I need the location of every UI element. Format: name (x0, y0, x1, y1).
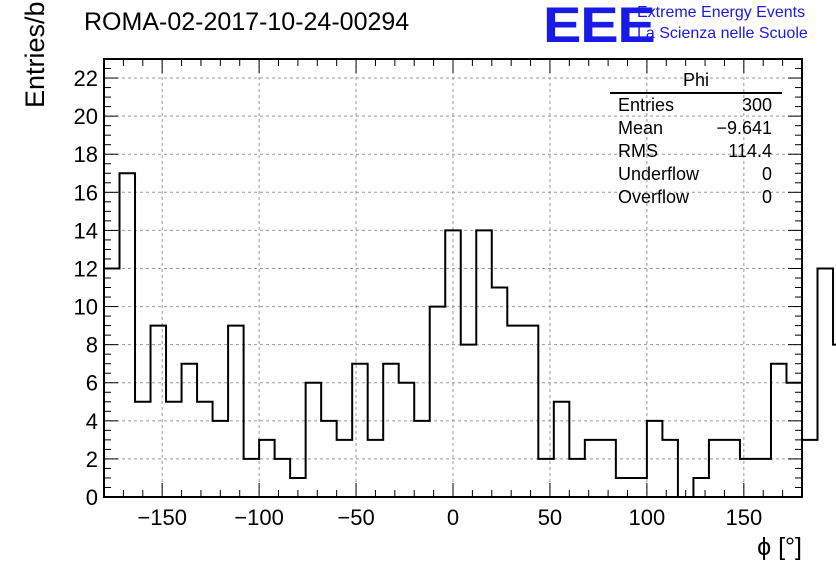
stats-row: Entries 300 (610, 94, 782, 117)
y-tick-label: 20 (74, 104, 98, 129)
stats-title: Phi (610, 70, 782, 94)
stats-value: 0 (761, 187, 772, 207)
y-tick-label: 0 (86, 485, 98, 510)
histogram-bin (507, 326, 523, 497)
y-tick-label: 22 (74, 66, 98, 91)
x-tick-label: −150 (137, 505, 187, 530)
histogram-bin (771, 364, 787, 497)
histogram-outline (104, 172, 836, 498)
stats-row: Underflow 0 (610, 163, 782, 186)
histogram-bin (538, 459, 554, 497)
histogram-bin (631, 478, 647, 497)
logo-line2: La Scienza nelle Scuole (637, 25, 808, 42)
logo-line1: Extreme Energy Events (637, 4, 806, 21)
stats-value: 0 (761, 164, 772, 184)
histogram-bin (151, 326, 167, 497)
histogram-bin (569, 459, 585, 497)
stats-label: RMS (618, 141, 658, 161)
x-axis-label: ϕ [°] (757, 533, 802, 561)
stats-label: Entries (618, 95, 675, 115)
histogram-bin (306, 383, 322, 497)
histogram-bin (259, 440, 275, 497)
y-tick-label: 10 (74, 295, 98, 320)
histogram-bin (197, 402, 213, 497)
stats-label: Mean (618, 118, 664, 138)
histogram-bin (662, 440, 678, 497)
stats-value: 300 (741, 95, 772, 115)
stats-label: Overflow (618, 187, 690, 207)
histogram-bin (693, 478, 709, 497)
histogram-bin (430, 307, 446, 497)
stats-row: Overflow 0 (610, 186, 782, 209)
stats-row: RMS 114.4 (610, 140, 782, 163)
histogram-bin (523, 326, 539, 497)
stats-label: Underflow (618, 164, 700, 184)
y-tick-label: 4 (86, 409, 98, 434)
histogram-bin (600, 440, 616, 497)
histogram-bin (383, 364, 399, 497)
y-axis-label: Entries/bin (20, 0, 50, 108)
histogram-bin (616, 478, 632, 497)
y-tick-label: 8 (86, 333, 98, 358)
stats-value: 114.4 (728, 141, 772, 161)
chart-title: ROMA-02-2017-10-24-00294 (84, 8, 410, 36)
y-tick-label: 18 (74, 142, 98, 167)
histogram-bin (461, 345, 477, 497)
x-tick-label: 50 (538, 505, 562, 530)
histogram-bin (709, 440, 725, 497)
histogram-bin (182, 364, 198, 497)
histogram-bin (724, 440, 740, 497)
y-tick-label: 6 (86, 371, 98, 396)
histogram-bin (492, 288, 508, 497)
histogram-bin (585, 440, 601, 497)
histogram-bin (275, 459, 291, 497)
y-tick-label: 12 (74, 256, 98, 281)
histogram-bin (228, 326, 244, 497)
histogram-bin (554, 402, 570, 497)
x-tick-label: 0 (447, 505, 459, 530)
stats-value: −9.641 (716, 118, 772, 138)
histogram-bin (244, 459, 260, 497)
x-tick-label: 150 (725, 505, 762, 530)
y-tick-label: 16 (74, 180, 98, 205)
histogram-bin (476, 230, 492, 497)
histogram-bin (647, 421, 663, 497)
histogram-bin (802, 440, 818, 497)
y-tick-label: 2 (86, 447, 98, 472)
histogram-bin (135, 402, 151, 497)
histogram-bin (166, 402, 182, 497)
histogram-bin (337, 440, 353, 497)
y-tick-label: 14 (74, 218, 98, 243)
x-tick-label: −100 (234, 505, 284, 530)
histogram-bin (120, 173, 136, 497)
x-tick-label: 100 (629, 505, 666, 530)
x-tick-label: −50 (337, 505, 374, 530)
stats-row: Mean −9.641 (610, 117, 782, 140)
histogram-bin (399, 383, 415, 497)
eee-logo: EEE (543, 0, 656, 53)
histogram-bin (818, 268, 834, 497)
histogram-bin (352, 364, 368, 497)
histogram-bin (368, 440, 384, 497)
stats-box: Phi Entries 300 Mean −9.641 RMS 114.4 Under… (610, 70, 782, 209)
histogram-bin (740, 459, 756, 497)
